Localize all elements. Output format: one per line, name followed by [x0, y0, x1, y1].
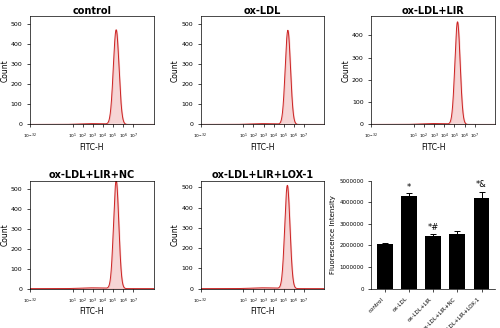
- X-axis label: FITC-H: FITC-H: [421, 143, 446, 152]
- X-axis label: FITC-H: FITC-H: [80, 143, 104, 152]
- Bar: [377, 244, 392, 289]
- Bar: [426, 236, 441, 289]
- Title: ox-LDL+LIR+NC: ox-LDL+LIR+NC: [48, 170, 135, 180]
- Bar: [401, 196, 417, 289]
- Y-axis label: Fluorescence Intensity: Fluorescence Intensity: [330, 195, 336, 274]
- Title: ox-LDL+LIR+LOX-1: ox-LDL+LIR+LOX-1: [212, 170, 314, 180]
- Y-axis label: Count: Count: [0, 59, 9, 82]
- Title: ox-LDL: ox-LDL: [244, 6, 281, 16]
- Y-axis label: Count: Count: [171, 223, 180, 246]
- X-axis label: FITC-H: FITC-H: [250, 307, 275, 316]
- Title: ox-LDL+LIR: ox-LDL+LIR: [402, 6, 464, 16]
- X-axis label: FITC-H: FITC-H: [80, 307, 104, 316]
- X-axis label: FITC-H: FITC-H: [250, 143, 275, 152]
- Y-axis label: Count: Count: [171, 59, 180, 82]
- Text: *#: *#: [428, 223, 439, 232]
- Text: *: *: [407, 183, 411, 192]
- Text: *&: *&: [476, 180, 487, 189]
- Title: control: control: [72, 6, 112, 16]
- Bar: [450, 234, 465, 289]
- Bar: [474, 198, 490, 289]
- Y-axis label: Count: Count: [342, 59, 350, 82]
- Y-axis label: Count: Count: [0, 223, 9, 246]
